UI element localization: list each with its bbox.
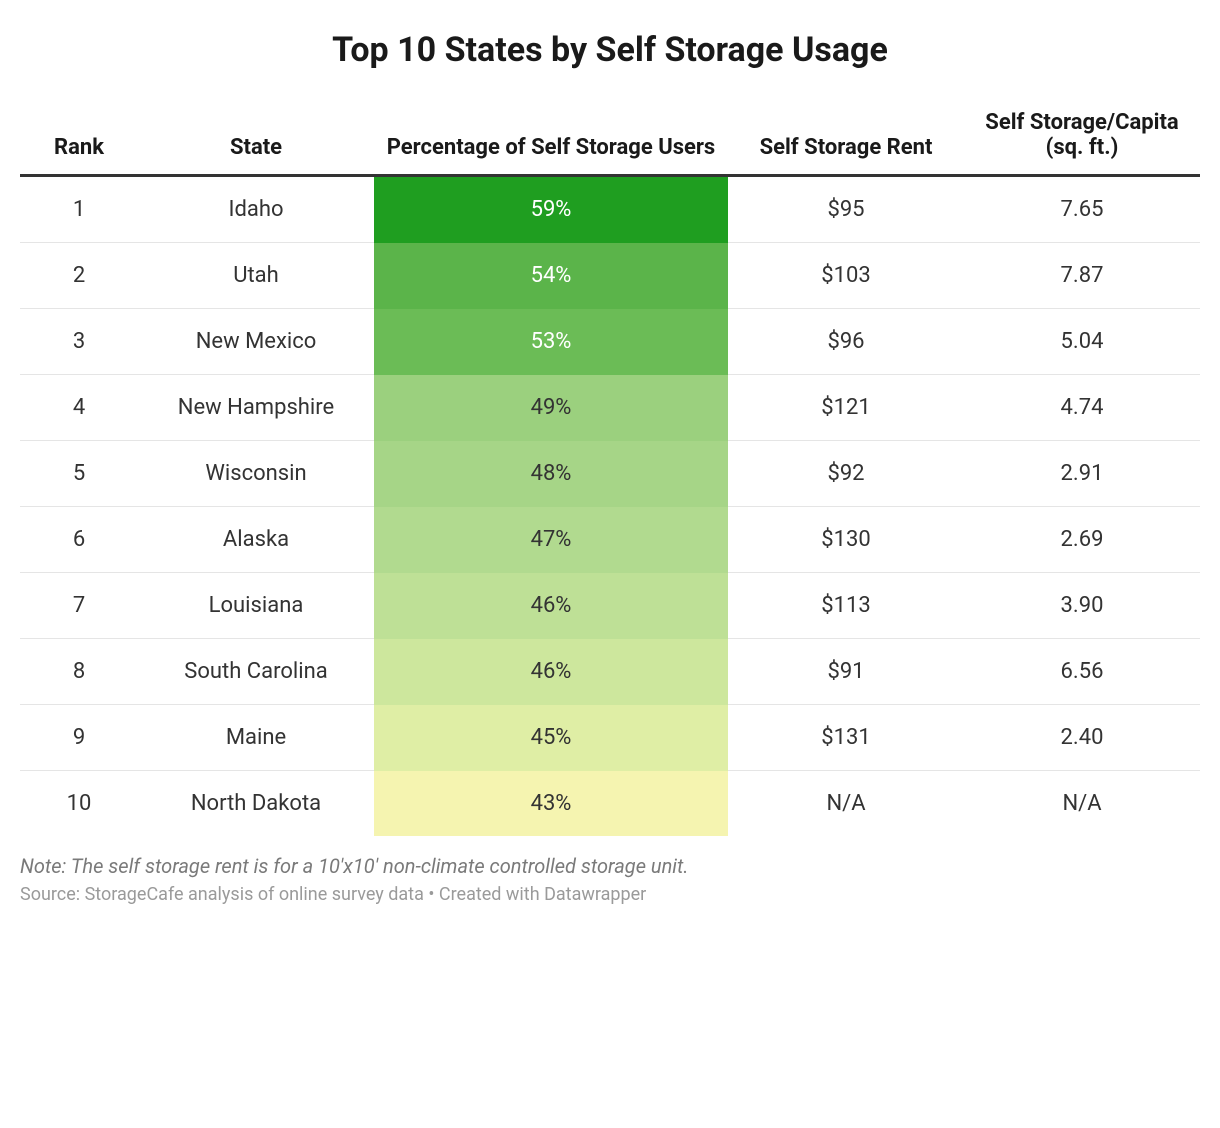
cell-capita: 2.91: [964, 441, 1200, 507]
cell-rank: 2: [20, 243, 138, 309]
cell-rent: $95: [728, 176, 964, 243]
cell-capita: 7.65: [964, 176, 1200, 243]
cell-state: Utah: [138, 243, 374, 309]
col-header-pct: Percentage of Self Storage Users: [374, 100, 728, 176]
cell-rent: $131: [728, 705, 964, 771]
cell-capita: 5.04: [964, 309, 1200, 375]
cell-state: New Mexico: [138, 309, 374, 375]
cell-percentage: 46%: [374, 639, 728, 705]
cell-capita: 3.90: [964, 573, 1200, 639]
table-row: 10North Dakota43%N/AN/A: [20, 771, 1200, 837]
table-container: Top 10 States by Self Storage Usage Rank…: [20, 30, 1200, 905]
col-header-state: State: [138, 100, 374, 176]
cell-state: Wisconsin: [138, 441, 374, 507]
cell-capita: 2.69: [964, 507, 1200, 573]
cell-state: Louisiana: [138, 573, 374, 639]
cell-state: Maine: [138, 705, 374, 771]
cell-state: Idaho: [138, 176, 374, 243]
table-row: 6Alaska47%$1302.69: [20, 507, 1200, 573]
cell-rent: $113: [728, 573, 964, 639]
cell-percentage: 54%: [374, 243, 728, 309]
cell-rent: $96: [728, 309, 964, 375]
cell-percentage: 49%: [374, 375, 728, 441]
col-header-rank: Rank: [20, 100, 138, 176]
cell-rent: $91: [728, 639, 964, 705]
table-row: 4New Hampshire49%$1214.74: [20, 375, 1200, 441]
cell-rank: 7: [20, 573, 138, 639]
cell-rank: 8: [20, 639, 138, 705]
table-row: 8South Carolina46%$916.56: [20, 639, 1200, 705]
cell-capita: 6.56: [964, 639, 1200, 705]
cell-rank: 3: [20, 309, 138, 375]
cell-percentage: 48%: [374, 441, 728, 507]
cell-capita: 4.74: [964, 375, 1200, 441]
cell-capita: 7.87: [964, 243, 1200, 309]
cell-rent: N/A: [728, 771, 964, 837]
cell-percentage: 45%: [374, 705, 728, 771]
footnote: Note: The self storage rent is for a 10'…: [20, 854, 1200, 878]
cell-percentage: 53%: [374, 309, 728, 375]
cell-rank: 1: [20, 176, 138, 243]
cell-rank: 10: [20, 771, 138, 837]
page-title: Top 10 States by Self Storage Usage: [20, 30, 1200, 70]
cell-percentage: 47%: [374, 507, 728, 573]
cell-rank: 6: [20, 507, 138, 573]
table-row: 9Maine45%$1312.40: [20, 705, 1200, 771]
cell-capita: 2.40: [964, 705, 1200, 771]
table-row: 2Utah54%$1037.87: [20, 243, 1200, 309]
source-line: Source: StorageCafe analysis of online s…: [20, 884, 1200, 905]
cell-rank: 9: [20, 705, 138, 771]
table-row: 7Louisiana46%$1133.90: [20, 573, 1200, 639]
table-row: 3New Mexico53%$965.04: [20, 309, 1200, 375]
col-header-capita: Self Storage/Capita (sq. ft.): [964, 100, 1200, 176]
cell-state: South Carolina: [138, 639, 374, 705]
cell-state: Alaska: [138, 507, 374, 573]
col-header-rent: Self Storage Rent: [728, 100, 964, 176]
cell-state: New Hampshire: [138, 375, 374, 441]
table-row: 5Wisconsin48%$922.91: [20, 441, 1200, 507]
cell-rent: $130: [728, 507, 964, 573]
cell-percentage: 43%: [374, 771, 728, 837]
cell-state: North Dakota: [138, 771, 374, 837]
cell-rank: 5: [20, 441, 138, 507]
table-header-row: Rank State Percentage of Self Storage Us…: [20, 100, 1200, 176]
cell-capita: N/A: [964, 771, 1200, 837]
cell-rent: $103: [728, 243, 964, 309]
cell-rank: 4: [20, 375, 138, 441]
cell-rent: $121: [728, 375, 964, 441]
cell-percentage: 46%: [374, 573, 728, 639]
table-row: 1Idaho59%$957.65: [20, 176, 1200, 243]
cell-rent: $92: [728, 441, 964, 507]
cell-percentage: 59%: [374, 176, 728, 243]
storage-usage-table: Rank State Percentage of Self Storage Us…: [20, 100, 1200, 836]
